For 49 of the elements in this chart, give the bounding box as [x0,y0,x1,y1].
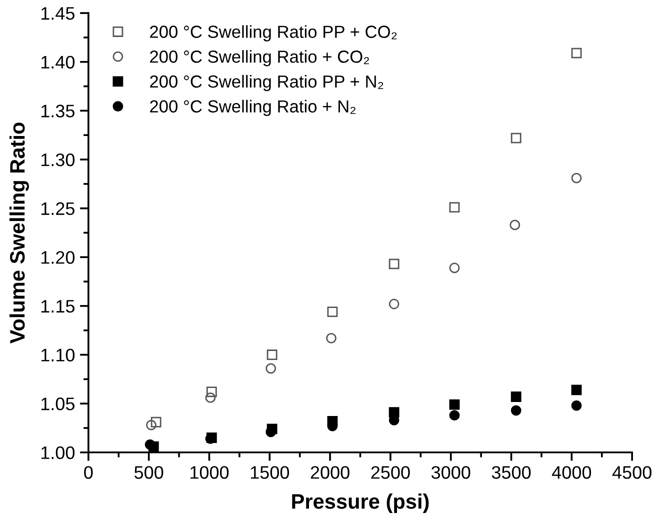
point [449,202,460,213]
point [449,410,460,421]
point [571,48,582,58]
point [449,262,460,274]
legend-label: 200 °C Swelling Ratio + CO₂ [150,50,369,66]
point [144,439,156,450]
point [326,332,336,344]
x-tick-label: 500 [134,466,164,479]
x-tick-label: 4000 [552,466,592,479]
point [571,400,582,411]
point [146,420,156,430]
x-tick-label: 1000 [190,466,229,479]
point [388,298,400,310]
y-tick-label: 1.20 [41,251,75,264]
x-axis-title: Pressure (psi) [292,494,429,513]
x-tick-label: 1500 [250,466,290,479]
y-tick-label: 1.15 [41,300,74,313]
point [327,306,338,318]
y-tick-label: 1.40 [41,56,75,69]
point [206,386,217,398]
y-tick-label: 1.25 [41,202,74,216]
point [510,405,522,416]
point [571,172,582,184]
point [510,392,522,402]
x-tick-label: 4500 [612,466,652,479]
y-tick-label: 1.30 [41,153,75,166]
point [510,132,522,144]
y-tick-label: 1.00 [41,446,75,460]
point [266,363,276,374]
x-tick-label: 3000 [431,466,470,479]
point [510,220,520,230]
y-tick-label: 1.10 [41,348,75,362]
point [571,384,582,396]
x-tick-label: 0 [84,466,93,479]
y-tick-label: 1.35 [41,104,74,118]
legend-label: 200 °C Swelling Ratio PP + CO₂ [150,25,397,42]
y-tick-label: 1.05 [41,398,74,410]
point [449,399,460,410]
x-tick-label: 2500 [371,466,410,479]
legend-label: 200 °C Swelling Ratio PP + N₂ [150,74,384,92]
y-tick-label: 1.45 [41,7,74,20]
x-tick-label: 3500 [492,466,531,479]
point [388,258,400,270]
point [150,416,162,428]
x-tick-label: 2000 [310,466,350,479]
legend-label: 200 °C Swelling Ratio + N₂ [150,100,356,116]
point [205,392,216,403]
point [266,350,278,360]
y-axis-title: Volume Swelling Ratio [9,122,29,344]
